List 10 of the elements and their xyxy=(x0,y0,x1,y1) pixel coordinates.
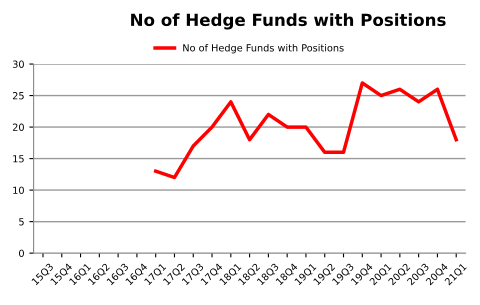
y-tick-label: 10 xyxy=(13,186,24,194)
chart-title: No of Hedge Funds with Positions xyxy=(131,13,446,30)
line-series xyxy=(154,81,458,180)
y-tick-label: 25 xyxy=(12,92,24,100)
y-tick-label: 20 xyxy=(12,124,24,131)
y-tick-label: 0 xyxy=(19,250,24,257)
legend-label: No of Hedge Funds with Positions xyxy=(183,44,344,54)
y-tick-label: 5 xyxy=(19,218,24,226)
y-tick-label: 15 xyxy=(13,155,24,162)
y-tick-label: 30 xyxy=(12,60,24,68)
